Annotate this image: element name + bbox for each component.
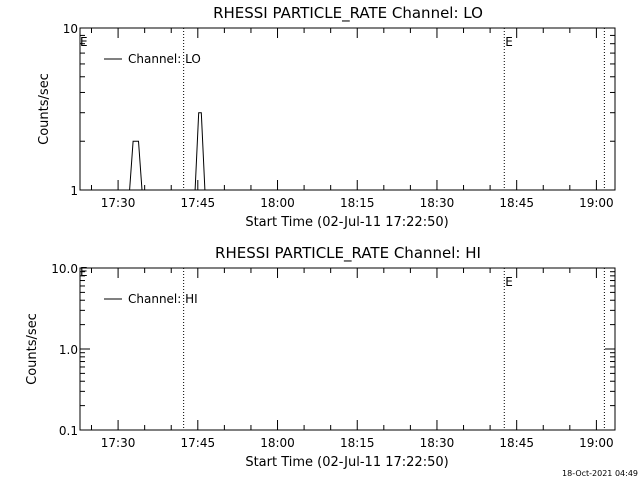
x-tick-label: 19:00 bbox=[579, 196, 614, 210]
y-tick-label: 1.0 bbox=[59, 343, 78, 357]
x-tick-label: 19:00 bbox=[579, 436, 614, 450]
x-tick-label: 17:30 bbox=[101, 436, 136, 450]
x-tick-label: 18:00 bbox=[260, 196, 295, 210]
x-tick-label: 17:45 bbox=[181, 436, 216, 450]
chart-title: RHESSI PARTICLE_RATE Channel: HI bbox=[215, 244, 481, 263]
vertical-marker-label: E bbox=[505, 275, 513, 289]
legend-entry: Channel: LO bbox=[128, 52, 201, 66]
vertical-marker-label: E bbox=[505, 35, 513, 49]
y-tick-label: 10 bbox=[63, 22, 78, 36]
x-tick-label: 18:00 bbox=[260, 436, 295, 450]
left-edge-label: E bbox=[80, 35, 88, 49]
chart-title: RHESSI PARTICLE_RATE Channel: LO bbox=[213, 4, 483, 23]
legend-entry: Channel: HI bbox=[128, 292, 198, 306]
x-tick-label: 18:45 bbox=[499, 436, 534, 450]
x-tick-label: 18:15 bbox=[340, 436, 375, 450]
x-tick-label: 18:15 bbox=[340, 196, 375, 210]
x-tick-label: 17:30 bbox=[101, 196, 136, 210]
y-tick-label: 0.1 bbox=[59, 424, 78, 438]
plot-frame bbox=[79, 27, 616, 191]
x-axis-label: Start Time (02-Jul-11 17:22:50) bbox=[245, 455, 448, 470]
series-line bbox=[129, 112, 206, 191]
x-tick-label: 18:45 bbox=[499, 196, 534, 210]
x-tick-label: 18:30 bbox=[420, 196, 455, 210]
footer-timestamp: 18-Oct-2021 04:49 bbox=[562, 469, 638, 478]
legend: Channel: LO bbox=[104, 52, 201, 66]
y-tick-label: 1 bbox=[70, 184, 78, 198]
y-axis-label: Counts/sec bbox=[37, 73, 52, 145]
x-tick-label: 17:45 bbox=[181, 196, 216, 210]
y-tick-label: 10.0 bbox=[51, 262, 78, 276]
x-axis-label: Start Time (02-Jul-11 17:22:50) bbox=[245, 215, 448, 230]
y-axis-label: Counts/sec bbox=[25, 313, 40, 385]
x-tick-label: 18:30 bbox=[420, 436, 455, 450]
lo-channel-panel: RHESSI PARTICLE_RATE Channel: LO Counts/… bbox=[37, 4, 616, 230]
hi-channel-panel: RHESSI PARTICLE_RATE Channel: HI Counts/… bbox=[25, 244, 616, 470]
legend: Channel: HI bbox=[104, 292, 198, 306]
